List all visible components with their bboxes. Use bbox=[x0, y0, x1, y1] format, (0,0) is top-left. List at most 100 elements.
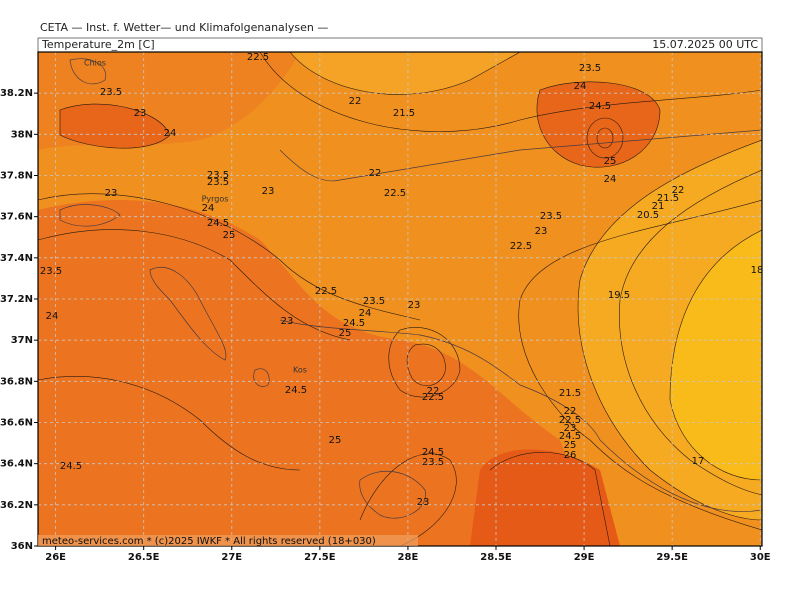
x-tick-label: 26E bbox=[45, 552, 66, 563]
x-tick-label: 29.5E bbox=[656, 552, 688, 563]
header-title: CETA — Inst. f. Wetter— und Klimafolgena… bbox=[40, 21, 328, 34]
contour-label: 23.5 bbox=[540, 211, 562, 222]
contour-label: 19.5 bbox=[608, 290, 630, 301]
isotherm bbox=[406, 343, 446, 386]
x-tick-label: 29E bbox=[574, 552, 595, 563]
place-label: Chios bbox=[84, 59, 106, 68]
contour-label: 17 bbox=[692, 456, 705, 467]
contour-label: 22 bbox=[349, 96, 362, 107]
contour-label: 22 bbox=[369, 168, 382, 179]
contour-label: 23 bbox=[417, 497, 430, 508]
contour-label: 22 bbox=[672, 185, 685, 196]
y-tick-label: 37.2N bbox=[0, 294, 33, 305]
contour-label: 22.5 bbox=[422, 392, 444, 403]
contour-label: 24 bbox=[574, 81, 587, 92]
contour-label: 23 bbox=[262, 186, 275, 197]
contour-label: 20.5 bbox=[637, 210, 659, 221]
contour-label: 22 bbox=[427, 386, 440, 397]
isotherm bbox=[489, 452, 611, 546]
places: Chios Pyrgos Kos bbox=[84, 59, 307, 375]
coastline bbox=[279, 129, 762, 182]
isotherm bbox=[619, 169, 762, 496]
x-tick-label: 27E bbox=[221, 552, 242, 563]
x-tick-label: 26.5E bbox=[128, 552, 160, 563]
y-tick-label: 37N bbox=[11, 335, 33, 346]
contour-label: 25 bbox=[604, 156, 617, 167]
y-tick-label: 38N bbox=[11, 129, 33, 140]
contour-label: 22.5 bbox=[315, 286, 337, 297]
contour-label: 23.5 bbox=[207, 170, 229, 181]
contour-label: 24 bbox=[202, 203, 215, 214]
isotherm bbox=[536, 81, 661, 168]
isotherm bbox=[38, 193, 421, 321]
isotherm bbox=[289, 52, 521, 95]
contour-label: 25 bbox=[564, 440, 577, 451]
footer: meteo-services.com * (c)2025 IWKF * All … bbox=[42, 536, 376, 547]
contour-label: 23 bbox=[105, 188, 118, 199]
x-tick-label: 30E bbox=[750, 552, 771, 563]
contour-label: 24.5 bbox=[207, 218, 229, 229]
y-tick-label: 37.8N bbox=[0, 171, 33, 182]
contour-label: 23 bbox=[564, 423, 577, 434]
contour-label: 24 bbox=[604, 174, 617, 185]
coastline bbox=[359, 471, 426, 519]
place-label: Pyrgos bbox=[202, 195, 229, 204]
warm-spot bbox=[470, 449, 620, 546]
coastline bbox=[59, 204, 121, 227]
contour-label: 23.5 bbox=[422, 457, 444, 468]
contour-label: 24.5 bbox=[422, 447, 444, 458]
contour-label: 25 bbox=[329, 435, 342, 446]
contour-label: 25 bbox=[339, 328, 352, 339]
contour-label: 22.5 bbox=[247, 52, 269, 63]
contour-label: 24 bbox=[359, 308, 372, 319]
contour-labels: 22.523.523242221.523.52424.525242222.523… bbox=[40, 52, 764, 508]
coastline bbox=[253, 368, 270, 387]
contour-label: 21 bbox=[652, 201, 665, 212]
cool-region bbox=[670, 230, 762, 480]
contour-label: 23 bbox=[281, 316, 294, 327]
isotherm bbox=[259, 52, 762, 132]
x-tick-label: 27.5E bbox=[304, 552, 336, 563]
isotherm bbox=[669, 229, 762, 481]
contour-label: 22.5 bbox=[559, 415, 581, 426]
contour-label: 22.5 bbox=[384, 188, 406, 199]
contour-label: 22.5 bbox=[510, 241, 532, 252]
y-tick-label: 36.6N bbox=[0, 418, 33, 429]
contour-label: 18 bbox=[751, 265, 764, 276]
y-tick-label: 36N bbox=[11, 541, 33, 552]
footer-box bbox=[38, 535, 418, 546]
contour-label: 23.5 bbox=[207, 177, 229, 188]
contour-label: 23.5 bbox=[363, 296, 385, 307]
place-label: Kos bbox=[293, 366, 307, 375]
y-tick-label: 37.4N bbox=[0, 253, 33, 264]
contour-label: 24.5 bbox=[343, 318, 365, 329]
contour-label: 23.5 bbox=[579, 63, 601, 74]
contour-label: 21.5 bbox=[657, 193, 679, 204]
contour-label: 24.5 bbox=[285, 385, 307, 396]
isotherm bbox=[38, 229, 351, 341]
y-tick-label: 36.2N bbox=[0, 500, 33, 511]
isotherm bbox=[586, 117, 624, 159]
variable-label: Temperature_2m [C] bbox=[41, 38, 155, 51]
x-tick-label: 28E bbox=[398, 552, 419, 563]
datetime-label: 15.07.2025 00 UTC bbox=[652, 38, 758, 51]
isotherm bbox=[596, 127, 614, 149]
contour-label: 21.5 bbox=[393, 108, 415, 119]
contour-label: 23 bbox=[134, 108, 147, 119]
contour-label: 23 bbox=[535, 226, 548, 237]
contour-label: 22 bbox=[564, 406, 577, 417]
isotherm bbox=[59, 103, 171, 149]
warm-spot bbox=[60, 104, 170, 149]
x-tick-label: 28.5E bbox=[480, 552, 512, 563]
coastline bbox=[69, 58, 107, 85]
coastline bbox=[149, 267, 227, 361]
contour-label: 24 bbox=[46, 311, 59, 322]
contour-label: 24.5 bbox=[589, 101, 611, 112]
contour-label: 25 bbox=[223, 230, 236, 241]
contour-label: 26 bbox=[564, 450, 577, 461]
y-tick-label: 36.8N bbox=[0, 376, 33, 387]
isotherm bbox=[38, 376, 301, 471]
coastline bbox=[279, 319, 762, 512]
y-tick-label: 36.4N bbox=[0, 459, 33, 470]
